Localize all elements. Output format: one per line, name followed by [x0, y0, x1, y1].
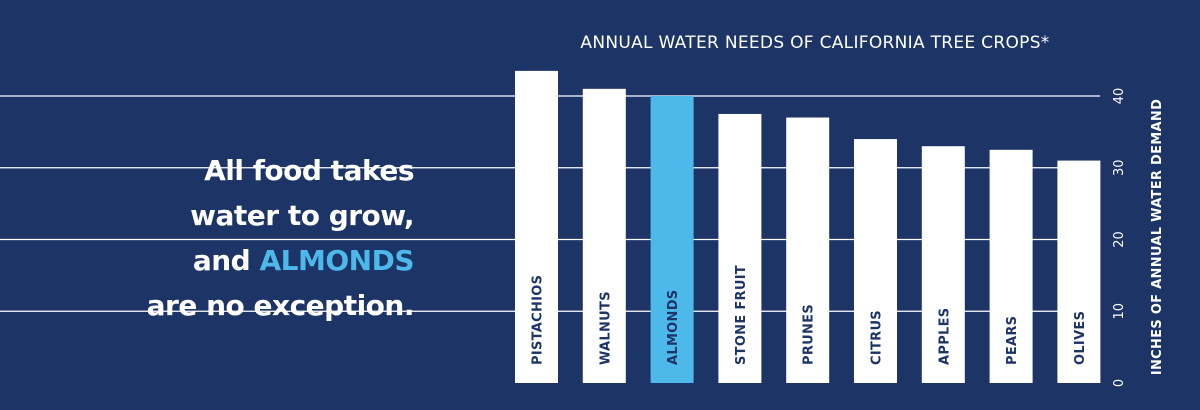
headline-line-1: All food takes [204, 154, 414, 187]
bar-label-citrus: CITRUS [870, 310, 885, 365]
bar-label-walnuts: WALNUTS [598, 291, 613, 365]
bar-label-stone-fruit: STONE FRUIT [734, 265, 749, 365]
bar-pistachios [515, 70, 558, 383]
bar-label-pears: PEARS [1005, 316, 1020, 365]
headline-line-4: are no exception. [146, 289, 415, 322]
bar-label-olives: OLIVES [1073, 311, 1088, 365]
y-axis-ticks: 0 10 20 30 40 [1112, 88, 1127, 387]
headline: All food takes water to grow, and ALMOND… [146, 148, 415, 328]
headline-line-3-prefix: and [192, 244, 260, 277]
y-tick-label-40: 40 [1112, 88, 1127, 105]
bar-label-almonds: ALMONDS [666, 290, 681, 365]
bar-label-pistachios: PISTACHIOS [531, 275, 546, 365]
chart-title: ANNUAL WATER NEEDS OF CALIFORNIA TREE CR… [580, 33, 1049, 53]
y-tick-label-30: 30 [1112, 159, 1127, 176]
y-tick-label-20: 20 [1112, 231, 1127, 248]
bar-walnuts [582, 88, 626, 383]
y-tick-label-0: 0 [1112, 379, 1127, 387]
bar-prunes [786, 117, 830, 384]
bar-label-apples: APPLES [937, 308, 952, 365]
headline-line-3: and ALMONDS [147, 238, 415, 283]
y-tick-label-10: 10 [1112, 303, 1127, 320]
bar-label-prunes: PRUNES [802, 304, 817, 365]
bar-olives [1057, 160, 1101, 383]
bar-pears [989, 149, 1033, 383]
bar-layer: PISTACHIOS WALNUTS ALMONDS STONE FRUIT PRUNE… [515, 70, 1101, 384]
headline-line-2: water to grow, [190, 199, 414, 232]
bar-almonds [650, 96, 694, 383]
bar-citrus [854, 139, 897, 383]
bar-stone-fruit [718, 113, 762, 383]
headline-almonds-accent: ALMONDS [259, 244, 414, 277]
bar-apples [921, 146, 965, 383]
y-axis-label: INCHES OF ANNUAL WATER DEMAND [1150, 99, 1165, 375]
